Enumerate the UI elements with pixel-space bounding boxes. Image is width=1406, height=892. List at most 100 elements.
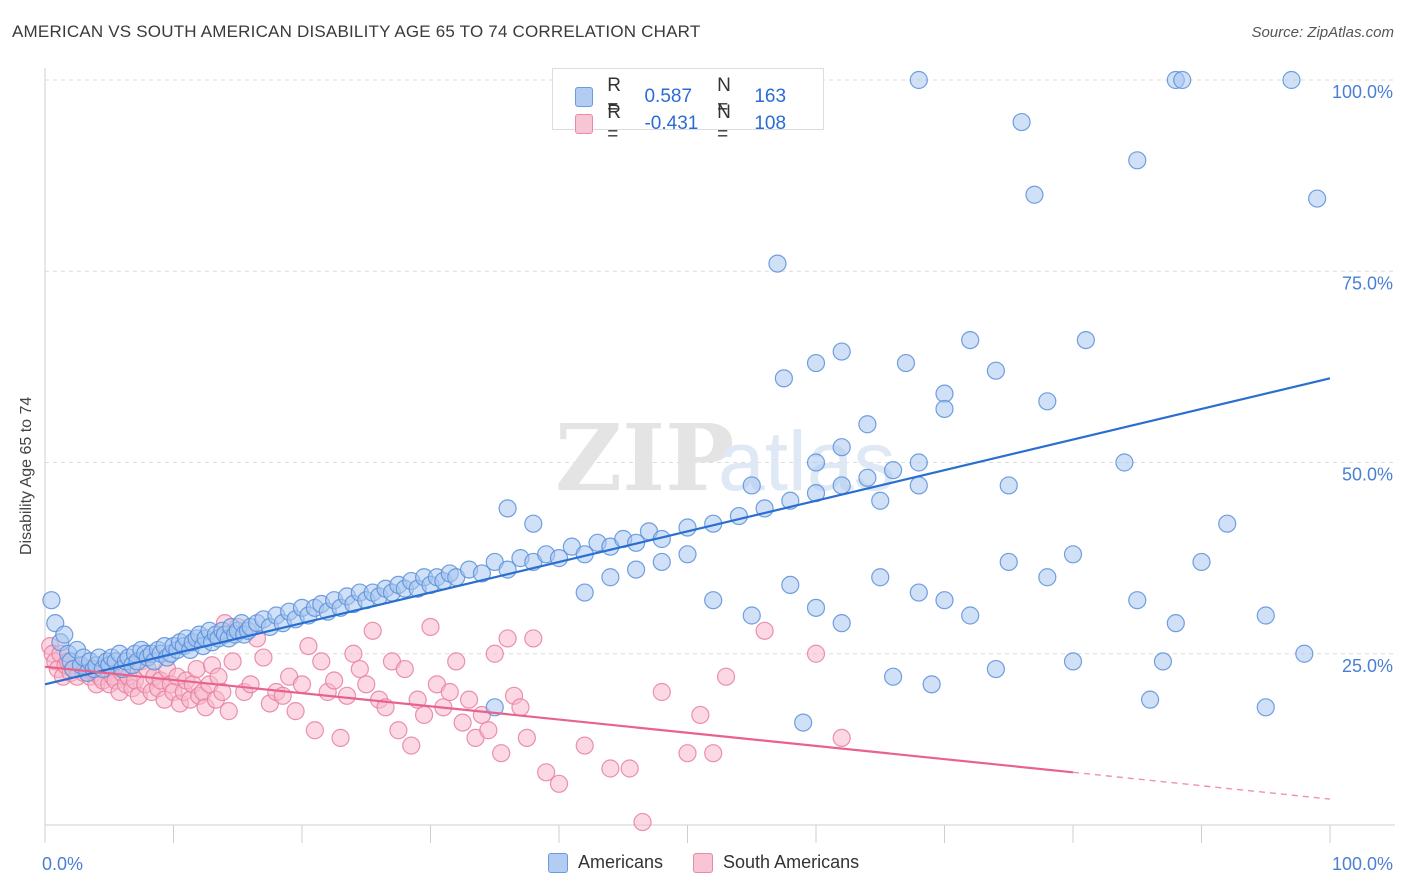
american-point: [704, 591, 723, 610]
south-american-point: [524, 629, 543, 648]
chart-title: AMERICAN VS SOUTH AMERICAN DISABILITY AG…: [12, 22, 701, 41]
american-point: [1128, 151, 1147, 170]
south-american-point: [331, 728, 350, 748]
legend-n-value: 163: [754, 86, 787, 107]
source-label: Source: ZipAtlas.com: [1251, 24, 1394, 41]
series-legend: Americans South Americans: [548, 852, 881, 873]
american-point: [999, 476, 1018, 495]
south-american-point: [704, 744, 723, 763]
legend-n-value: 108: [754, 113, 787, 134]
south-american-point: [389, 721, 408, 740]
tick-labels: 25.0% 50.0% 75.0% 100.0% 0.0% 100.0%: [42, 82, 1393, 874]
south-american-point: [286, 702, 305, 721]
american-point: [806, 598, 826, 617]
american-point: [472, 564, 491, 583]
south-american-point: [337, 686, 357, 705]
trend-line-americans: [44, 377, 1331, 686]
south-american-point: [213, 682, 232, 702]
american-point: [909, 476, 928, 495]
american-point: [626, 560, 646, 579]
american-point: [883, 667, 903, 686]
legend-item-south-americans[interactable]: South Americans: [693, 852, 859, 873]
american-point: [742, 476, 761, 495]
american-point: [909, 453, 928, 472]
american-point: [42, 591, 61, 610]
american-point: [768, 254, 787, 273]
legend-row-south-americans: R = -0.431 N = 108: [575, 102, 823, 146]
x-tick-label: 100.0%: [1332, 854, 1393, 874]
american-point: [986, 361, 1006, 380]
american-point: [774, 369, 793, 388]
american-point: [794, 713, 813, 732]
american-point: [806, 353, 826, 373]
south-american-point: [453, 713, 472, 732]
stats-legend: R = 0.587 N = 163 R = -0.431 N = 108: [552, 68, 824, 145]
american-point: [1063, 545, 1083, 564]
legend-item-americans[interactable]: Americans: [548, 852, 663, 873]
american-point: [1140, 690, 1160, 709]
american-point: [961, 331, 980, 350]
american-point: [601, 568, 620, 587]
american-point: [1115, 453, 1134, 472]
american-point: [871, 568, 890, 587]
south-american-point: [549, 774, 569, 793]
american-point: [652, 552, 671, 572]
south-american-point: [633, 812, 652, 832]
trend-lines: [44, 377, 1331, 800]
south-american-point: [498, 629, 517, 648]
south-american-point: [832, 728, 851, 748]
south-american-point: [678, 744, 697, 763]
south-american-point: [223, 652, 242, 671]
south-american-point: [691, 705, 710, 725]
legend-n-label: N =: [717, 75, 731, 118]
american-point: [1025, 185, 1044, 204]
south-american-point: [806, 644, 826, 663]
american-point: [999, 552, 1018, 572]
south-american-point: [575, 736, 594, 755]
south-american-point: [241, 675, 260, 694]
legend-label-americans: Americans: [578, 852, 664, 872]
south-american-point: [357, 675, 376, 694]
trend-line-south-americans: [44, 665, 1074, 774]
south-american-point: [517, 728, 536, 748]
data-points: [41, 70, 1327, 832]
american-point: [1218, 514, 1237, 533]
american-point: [1153, 652, 1173, 671]
y-tick-label: 25.0%: [1342, 656, 1393, 676]
american-point: [961, 606, 980, 625]
south-american-point: [187, 659, 206, 679]
american-point: [909, 583, 928, 602]
american-point: [575, 583, 594, 602]
legend-r-value: 0.587: [644, 86, 693, 107]
south-american-point: [299, 636, 318, 656]
legend-row-americans: R = 0.587 N = 163: [575, 75, 823, 119]
south-american-point: [363, 621, 382, 640]
american-point: [858, 415, 877, 434]
american-point: [986, 659, 1006, 679]
south-american-point: [312, 652, 331, 671]
american-point: [922, 675, 941, 694]
grid-lines: [45, 79, 1395, 655]
south-american-point: [209, 667, 228, 686]
south-american-point: [492, 744, 511, 763]
south-american-point: [421, 617, 440, 637]
american-point: [1038, 568, 1057, 587]
south-american-point: [537, 763, 556, 782]
south-american-point: [601, 759, 620, 778]
american-point: [1076, 331, 1095, 350]
south-american-point: [395, 659, 414, 679]
legend-r-label: R =: [607, 102, 621, 145]
legend-swatch-americans: [548, 852, 568, 873]
american-point: [742, 606, 761, 625]
american-point: [935, 399, 954, 419]
legend-r-value: -0.431: [644, 113, 699, 134]
american-point: [1192, 552, 1211, 572]
watermark: ZIP atlas: [555, 404, 895, 512]
y-tick-label: 50.0%: [1342, 465, 1393, 485]
american-point: [1308, 189, 1327, 208]
american-point: [871, 491, 890, 510]
american-point: [1256, 606, 1275, 625]
south-american-point: [254, 648, 273, 667]
south-american-point: [350, 659, 369, 679]
